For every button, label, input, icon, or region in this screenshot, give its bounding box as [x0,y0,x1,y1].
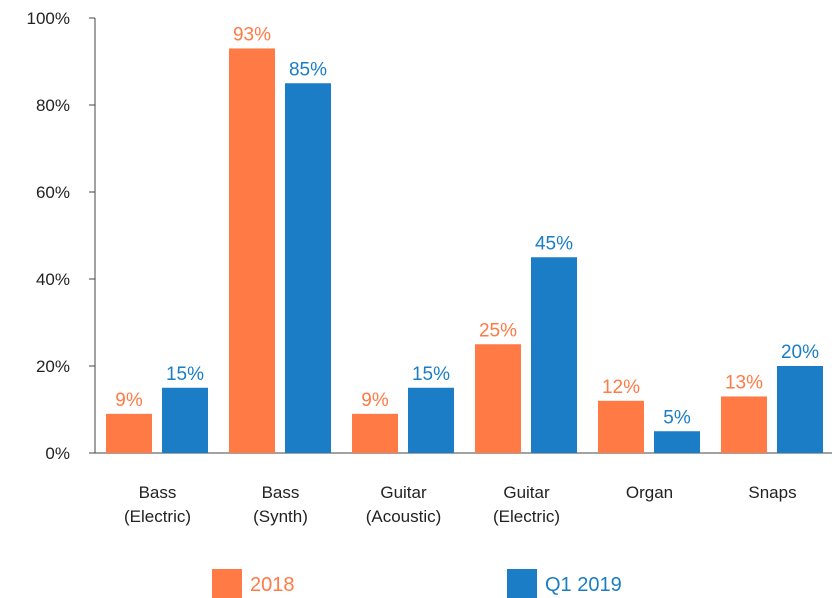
legend-label: 2018 [250,574,295,596]
x-tick-label: (Electric) [493,507,560,526]
x-tick-label: (Synth) [253,507,308,526]
x-tick-label: Organ [626,483,673,502]
chart-axes: 0% 20% 40% 60% 80% 100% [27,9,832,463]
bar [777,366,823,453]
bar [654,431,700,453]
chart-legend: 2018 Q1 2019 [212,569,622,598]
data-label: 13% [725,372,763,393]
data-label: 12% [602,377,640,398]
bar [352,413,398,453]
data-label: 85% [289,59,327,80]
data-label: 20% [781,342,819,363]
y-tick-label: 0% [45,444,70,463]
y-tick-label: 60% [36,183,70,202]
data-label: 15% [412,364,450,385]
chart-category-labels: Bass (Electric) Bass (Synth) Guitar (Acoustic… [124,483,797,526]
y-tick-label: 20% [36,357,70,376]
data-label: 93% [233,24,271,45]
x-tick-label: (Acoustic) [366,507,442,526]
x-tick-label: Guitar [380,483,427,502]
chart-data-labels: 9% 15% 93% 85% 9% 15% 25% 45% 12% 5% 13% 20% [115,24,819,428]
bar [408,387,454,453]
x-tick-label: Guitar [503,483,550,502]
y-tick-label: 80% [36,96,70,115]
legend-swatch [212,569,242,598]
data-label: 9% [115,390,143,411]
data-label: 45% [535,233,573,254]
legend-label: Q1 2019 [545,574,622,596]
x-tick-label: Bass [262,483,300,502]
bar [598,400,644,453]
bar [106,413,152,453]
bar [162,387,208,453]
x-tick-label: Bass [139,483,177,502]
x-tick-label: Snaps [748,483,796,502]
y-tick-label: 100% [27,9,70,28]
bar [531,257,577,453]
x-tick-label: (Electric) [124,507,191,526]
data-label: 5% [663,407,691,428]
bar [475,344,521,453]
data-label: 25% [479,320,517,341]
chart-bars [106,48,823,453]
bar [285,83,331,453]
bar [229,48,275,453]
data-label: 15% [166,364,204,385]
data-label: 9% [361,390,389,411]
legend-swatch [507,569,537,598]
bar [721,396,767,453]
y-tick-label: 40% [36,270,70,289]
